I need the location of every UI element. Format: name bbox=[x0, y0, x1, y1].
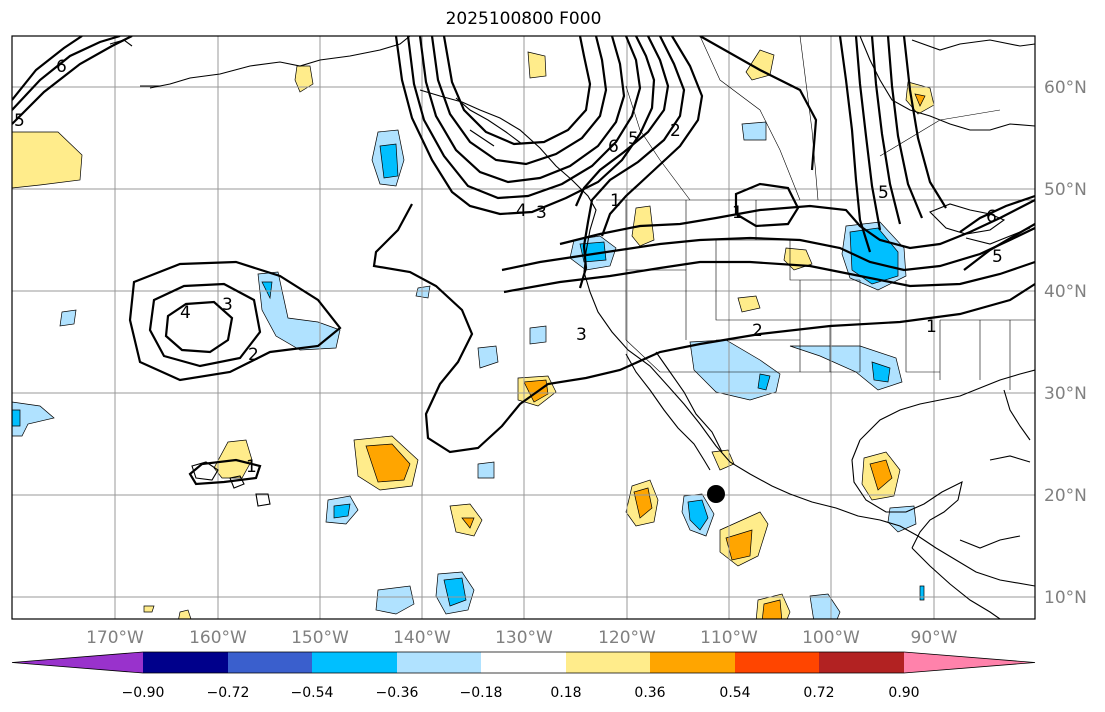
contour-label: 6 bbox=[56, 57, 67, 77]
contour-lines bbox=[12, 36, 1035, 486]
colorbar-tick-label: 0.72 bbox=[803, 685, 834, 701]
contour-label: 5 bbox=[14, 111, 25, 131]
colorbar bbox=[11, 651, 1036, 674]
colorbar-segment bbox=[143, 652, 228, 673]
latitude-labels: 60°N 50°N 40°N 30°N 20°N 10°N bbox=[1044, 78, 1087, 608]
lon-label: 130°W bbox=[495, 628, 553, 648]
colorbar-tick-label: −0.36 bbox=[376, 685, 419, 701]
location-marker bbox=[707, 485, 725, 503]
contour-label: 2 bbox=[248, 345, 259, 365]
colorbar-segment bbox=[312, 652, 397, 673]
positive-anomaly-shading bbox=[12, 49, 935, 619]
colorbar-tick-label: −0.18 bbox=[460, 685, 503, 701]
contour-label: 6 bbox=[986, 207, 997, 227]
contour-labels: 6 5 2 4 3 6 5 2 1 1 5 6 4 3 2 1 3 1 5 bbox=[14, 57, 1003, 477]
lat-label: 40°N bbox=[1044, 282, 1087, 302]
colorbar-segment bbox=[735, 652, 819, 673]
lon-label: 170°W bbox=[86, 628, 144, 648]
lon-label: 120°W bbox=[598, 628, 656, 648]
contour-label: 2 bbox=[752, 321, 763, 341]
colorbar-outline bbox=[11, 651, 1036, 674]
lon-label: 160°W bbox=[189, 628, 247, 648]
colorbar-segment bbox=[819, 652, 904, 673]
contour-label: 3 bbox=[536, 203, 547, 223]
colorbar-tick-label: 0.54 bbox=[719, 685, 750, 701]
lon-label: 100°W bbox=[802, 628, 860, 648]
colorbar-tick-label: 0.90 bbox=[888, 685, 919, 701]
colorbar-tick-label: −0.72 bbox=[207, 685, 250, 701]
contour-label: 4 bbox=[180, 303, 191, 323]
lat-label: 10°N bbox=[1044, 588, 1087, 608]
lon-label: 90°W bbox=[911, 628, 958, 648]
contour-label: 3 bbox=[576, 325, 587, 345]
colorbar-segment bbox=[228, 652, 312, 673]
colorbar-tick-label: −0.54 bbox=[291, 685, 334, 701]
lon-label: 140°W bbox=[393, 628, 451, 648]
longitude-labels: 170°W 160°W 150°W 140°W 130°W 120°W 110°… bbox=[86, 628, 958, 648]
contour-label: 1 bbox=[732, 203, 743, 223]
colorbar-extend-low bbox=[12, 652, 143, 673]
colorbar-tick-label: −0.90 bbox=[122, 685, 165, 701]
lat-label: 30°N bbox=[1044, 384, 1087, 404]
coastlines bbox=[109, 36, 1035, 619]
colorbar-segment bbox=[481, 652, 566, 673]
contour-label: 6 bbox=[608, 137, 619, 157]
colorbar-segment bbox=[566, 652, 650, 673]
contour-label: 5 bbox=[628, 129, 639, 149]
colorbar-extend-high bbox=[904, 652, 1035, 673]
colorbar-tick-label: 0.36 bbox=[634, 685, 665, 701]
lat-label: 60°N bbox=[1044, 78, 1087, 98]
contour-label: 5 bbox=[878, 183, 889, 203]
colorbar-labels: −0.90 −0.72 −0.54 −0.36 −0.18 0.18 0.36 … bbox=[122, 685, 920, 701]
lon-label: 110°W bbox=[700, 628, 758, 648]
contour-label: 3 bbox=[222, 295, 233, 315]
contour-label: 1 bbox=[610, 191, 621, 211]
contour-label: 4 bbox=[516, 201, 527, 221]
graticule bbox=[12, 36, 1035, 619]
contour-label: 1 bbox=[246, 457, 257, 477]
lon-label: 150°W bbox=[291, 628, 349, 648]
lat-label: 50°N bbox=[1044, 180, 1087, 200]
colorbar-segment bbox=[397, 652, 481, 673]
colorbar-tick-label: 0.18 bbox=[550, 685, 581, 701]
contour-label: 1 bbox=[926, 317, 937, 337]
map-border bbox=[11, 35, 1036, 620]
colorbar-segment bbox=[650, 652, 735, 673]
map-title: 2025100800 F000 bbox=[445, 9, 602, 29]
contour-label: 2 bbox=[670, 121, 681, 141]
lat-label: 20°N bbox=[1044, 486, 1087, 506]
contour-label: 5 bbox=[992, 247, 1003, 267]
